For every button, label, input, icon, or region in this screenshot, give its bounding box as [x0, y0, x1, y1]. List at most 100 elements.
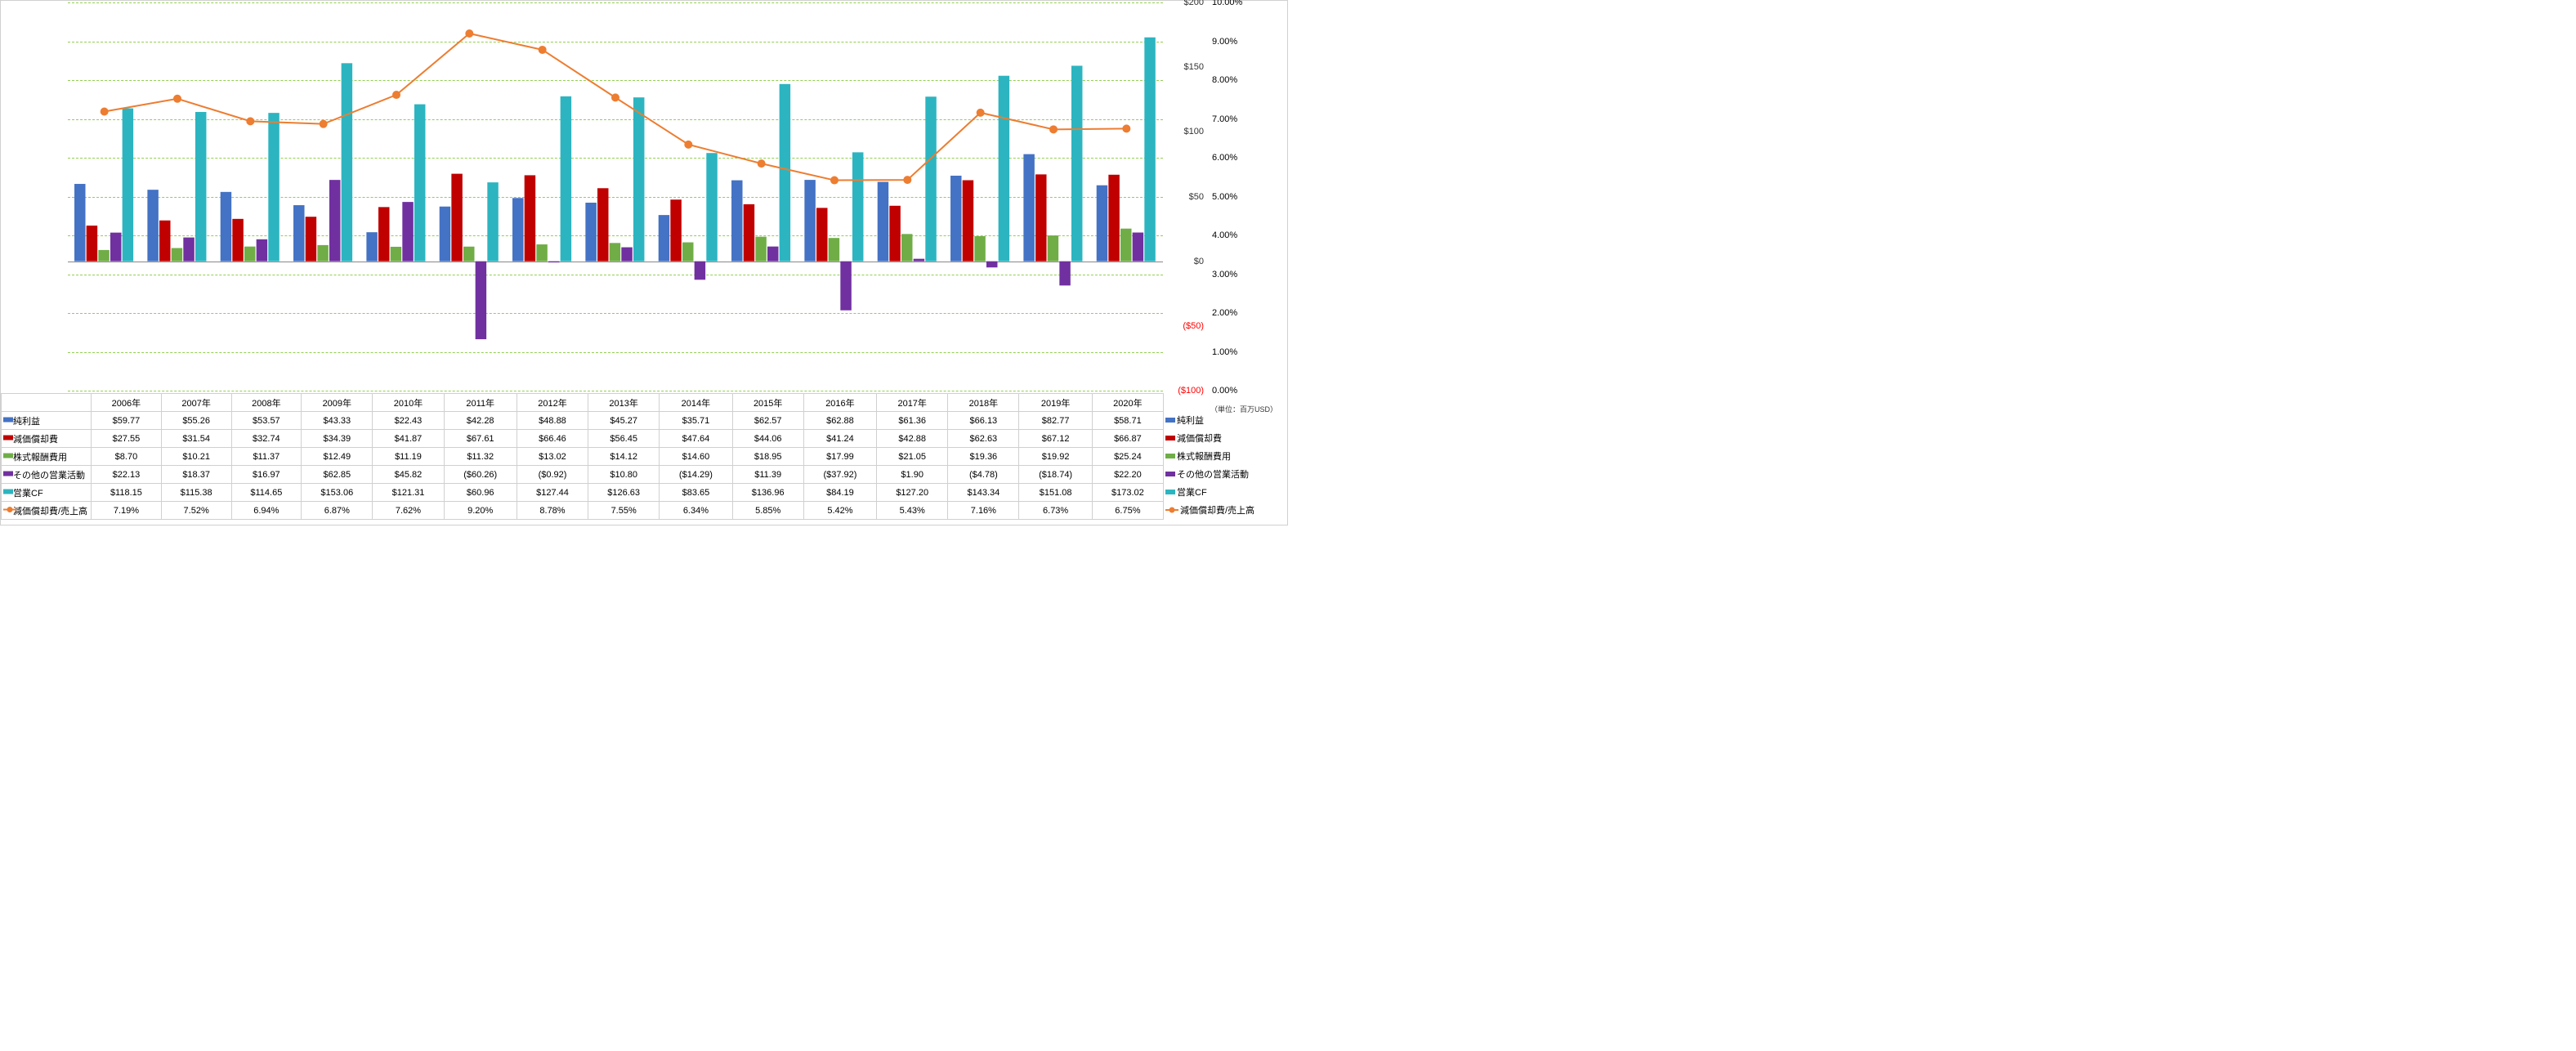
table-cell: $41.87 [373, 430, 444, 448]
table-cell: $153.06 [302, 484, 373, 502]
table-cell: $35.71 [660, 412, 732, 430]
row-header-other_ops: その他の営業活動 [2, 466, 92, 484]
bar-stock_comp [391, 247, 401, 262]
bar-net_income [585, 203, 596, 262]
table-cell: $56.45 [588, 430, 660, 448]
bar-other_ops [986, 262, 997, 268]
bar-operating_cf [780, 84, 790, 262]
year-header: 2020年 [1092, 394, 1163, 412]
table-cell: $126.63 [588, 484, 660, 502]
legend-label: 減価償却費/売上高 [1180, 503, 1254, 517]
bar-net_income [293, 205, 304, 262]
table-cell: $59.77 [92, 412, 162, 430]
table-cell: $8.70 [92, 448, 162, 466]
table-cell: $127.20 [877, 484, 948, 502]
bar-operating_cf [999, 76, 1009, 262]
table-cell: $114.65 [231, 484, 302, 502]
bar-other_ops [329, 180, 340, 262]
table-cell: 5.42% [803, 502, 876, 520]
bar-other_ops [476, 262, 486, 339]
y-tick-primary: ($50) [1183, 321, 1204, 331]
table-cell: $17.99 [803, 448, 876, 466]
year-header: 2010年 [373, 394, 444, 412]
y-tick-primary: $50 [1189, 192, 1204, 202]
bar-stock_comp [901, 234, 912, 261]
table-cell: $42.28 [444, 412, 517, 430]
table-cell: $47.64 [660, 430, 732, 448]
table-cell: $61.36 [877, 412, 948, 430]
table-cell: $58.71 [1092, 412, 1163, 430]
bar-other_ops [840, 262, 851, 311]
bar-net_income [878, 182, 888, 262]
bar-depreciation [87, 226, 97, 262]
y-tick-secondary: 2.00% [1212, 308, 1237, 318]
table-cell: $67.12 [1019, 430, 1092, 448]
bar-net_income [221, 192, 231, 262]
bar-net_income [804, 180, 815, 262]
bar-other_ops [621, 248, 632, 262]
legend-item-other_ops: その他の営業活動 [1164, 465, 1286, 483]
table-cell: $14.12 [588, 448, 660, 466]
legend-label: 営業CF [1177, 485, 1207, 499]
table-cell: $10.21 [161, 448, 231, 466]
bar-depreciation [1108, 175, 1119, 262]
bar-other_ops [1059, 262, 1070, 286]
year-header: 2006年 [92, 394, 162, 412]
table-cell: $115.38 [161, 484, 231, 502]
bar-depreciation [306, 217, 316, 261]
table-cell: $48.88 [517, 412, 588, 430]
table-cell: $45.27 [588, 412, 660, 430]
legend-item-depreciation: 減価償却費 [1164, 429, 1286, 447]
table-cell: $62.63 [948, 430, 1019, 448]
bar-depreciation [378, 207, 389, 261]
table-cell: $31.54 [161, 430, 231, 448]
bar-depreciation [889, 206, 900, 262]
table-cell: 7.16% [948, 502, 1019, 520]
table-cell: $136.96 [732, 484, 803, 502]
table-cell: 6.34% [660, 502, 732, 520]
table-cell: 6.94% [231, 502, 302, 520]
bar-net_income [659, 215, 669, 262]
table-cell: $62.85 [302, 466, 373, 484]
bar-other_ops [914, 259, 924, 262]
y-tick-secondary: 6.00% [1212, 153, 1237, 163]
y-tick-secondary: 3.00% [1212, 270, 1237, 280]
bar-operating_cf [925, 96, 936, 261]
table-cell: $121.31 [373, 484, 444, 502]
plot-area [68, 2, 1163, 391]
year-header: 2014年 [660, 394, 732, 412]
table-corner [2, 394, 92, 412]
bar-net_income [512, 198, 523, 261]
bar-depreciation [963, 181, 973, 262]
table-cell: $22.13 [92, 466, 162, 484]
y-tick-secondary: 9.00% [1212, 37, 1237, 47]
table-cell: $19.36 [948, 448, 1019, 466]
bar-other_ops [767, 247, 778, 262]
table-cell: $42.88 [877, 430, 948, 448]
bar-stock_comp [172, 248, 182, 262]
bar-net_income [1023, 154, 1034, 262]
legend-item-stock_comp: 株式報酬費用 [1164, 447, 1286, 465]
row-header-dep_over_sales: 減価償却費/売上高 [2, 502, 92, 520]
table-cell: $11.32 [444, 448, 517, 466]
table-cell: $45.82 [373, 466, 444, 484]
bar-stock_comp [244, 247, 255, 262]
table-cell: $55.26 [161, 412, 231, 430]
year-header: 2008年 [231, 394, 302, 412]
table-cell: $83.65 [660, 484, 732, 502]
year-header: 2018年 [948, 394, 1019, 412]
table-cell: $66.87 [1092, 430, 1163, 448]
table-cell: $11.39 [732, 466, 803, 484]
bars-layer [68, 2, 1163, 391]
bar-depreciation [159, 221, 170, 262]
bar-stock_comp [317, 245, 328, 262]
y-tick-primary: $100 [1184, 127, 1204, 136]
year-header: 2009年 [302, 394, 373, 412]
table-cell: 5.85% [732, 502, 803, 520]
table-cell: ($0.92) [517, 466, 588, 484]
table-cell: $19.92 [1019, 448, 1092, 466]
table-cell: $151.08 [1019, 484, 1092, 502]
table-cell: $84.19 [803, 484, 876, 502]
bar-other_ops [183, 238, 194, 262]
legend-label: 株式報酬費用 [1177, 449, 1231, 463]
